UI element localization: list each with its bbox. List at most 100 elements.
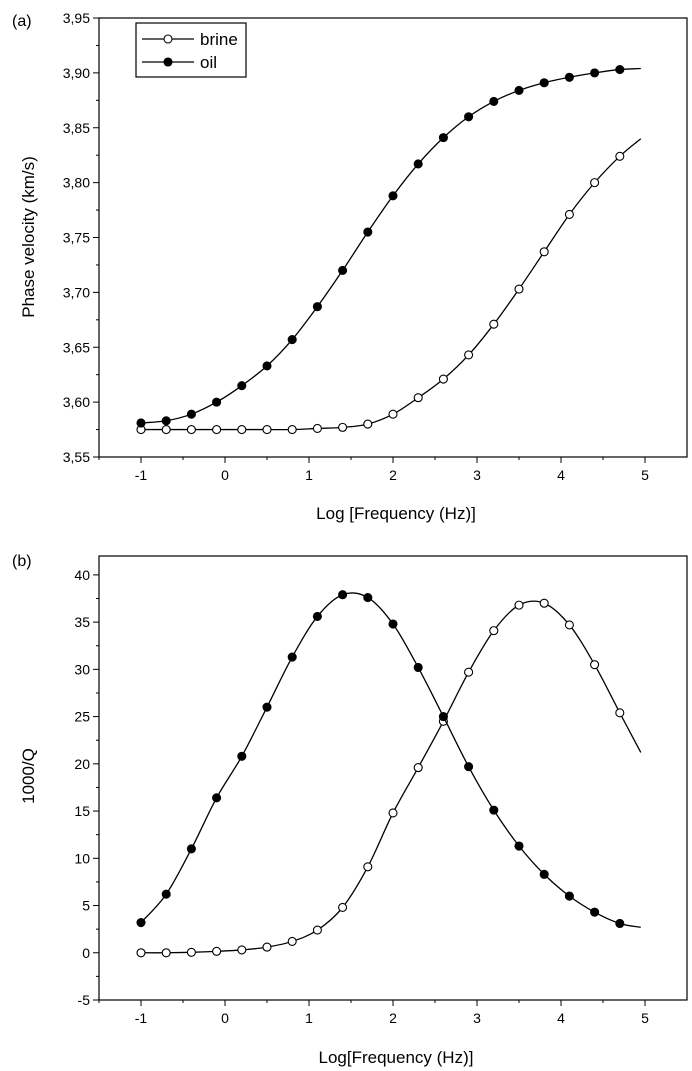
panel-b-y-tick-label: 25 bbox=[74, 709, 90, 725]
panel-b-brine-point bbox=[312, 925, 322, 935]
panel-a-oil-point bbox=[212, 397, 222, 407]
panel-a-brine-curve bbox=[140, 138, 642, 431]
panel-b-x-tick-label: 3 bbox=[473, 1010, 481, 1026]
panel-a-oil-point bbox=[413, 159, 423, 169]
panel-b-brine-point bbox=[287, 936, 297, 946]
panel-b-brine-point bbox=[262, 942, 272, 952]
panel-a-oil-point bbox=[237, 381, 247, 391]
panel-b-x-tick-label: 5 bbox=[641, 1010, 649, 1026]
panel-b-oil-point bbox=[388, 619, 398, 629]
panel-b-brine-point bbox=[489, 626, 499, 636]
panel-a-oil-point bbox=[438, 133, 448, 143]
panel-a-oil-point bbox=[287, 335, 297, 345]
panel-b-oil-point bbox=[464, 762, 474, 772]
panel-b-label: (b) bbox=[12, 553, 32, 570]
panel-a-oil-point bbox=[590, 68, 600, 78]
panel-b-oil-point bbox=[262, 702, 272, 712]
panel-a-oil-point bbox=[161, 416, 171, 426]
panel-a-velocity: (a) Log [Frequency (Hz)] Phase velocity … bbox=[12, 10, 688, 523]
panel-a-plot-frame bbox=[98, 17, 688, 458]
panel-b-attenuation: (b) Log[Frequency (Hz)] 1000/Q -1 0 1 2 3 4 5 -… bbox=[12, 553, 688, 1067]
panel-b-y-tick-label: 35 bbox=[74, 614, 90, 630]
panel-a-brine-point bbox=[464, 350, 474, 360]
panel-b-y-tick-label: 15 bbox=[74, 803, 90, 819]
panel-a-x-tick-label: 2 bbox=[389, 467, 397, 483]
panel-b-oil-curve bbox=[140, 592, 641, 928]
panel-a-brine-point bbox=[438, 374, 448, 384]
legend-box bbox=[135, 22, 247, 78]
panel-b-x-tick-label: -1 bbox=[135, 1010, 148, 1026]
panel-a-brine-point bbox=[514, 284, 524, 294]
panel-b-brine-point bbox=[514, 600, 524, 610]
panel-a-oil-point bbox=[489, 96, 499, 106]
panel-a-brine-point bbox=[363, 419, 373, 429]
panel-a-brine-point bbox=[312, 423, 322, 434]
panel-b-brine-point bbox=[363, 862, 373, 872]
panel-b-brine-point bbox=[464, 667, 474, 677]
panel-b-brine-point bbox=[539, 598, 549, 608]
panel-b-brine-point bbox=[161, 948, 171, 958]
panel-b-oil-point bbox=[590, 907, 600, 917]
panel-b-brine-point bbox=[590, 660, 600, 670]
panel-a-x-tick-label: 5 bbox=[641, 467, 649, 483]
panel-b-brine-point bbox=[212, 946, 222, 956]
panel-a-brine-point bbox=[590, 178, 600, 188]
panel-a-oil-point bbox=[262, 361, 272, 371]
panel-b-oil-point bbox=[363, 593, 373, 603]
panel-b-oil-point bbox=[161, 889, 171, 899]
panel-b-oil-point bbox=[186, 844, 196, 854]
panel-b-oil-point bbox=[312, 611, 322, 622]
panel-b-x-tick-label: 4 bbox=[557, 1010, 565, 1026]
panel-a-y-tick-label: 3,60 bbox=[63, 394, 90, 410]
panel-b-oil-point bbox=[489, 805, 499, 815]
panel-b-brine-point bbox=[615, 708, 625, 718]
panel-a-brine-point bbox=[564, 209, 574, 220]
panel-a-oil-point bbox=[564, 72, 574, 82]
panel-a-oil-point bbox=[136, 418, 146, 428]
panel-a-oil-point bbox=[615, 65, 625, 75]
panel-a-x-tick-label: -1 bbox=[135, 467, 148, 483]
panel-a-oil-point bbox=[338, 265, 348, 275]
panel-b-brine-point bbox=[186, 947, 196, 957]
panel-b-oil-point bbox=[237, 751, 247, 761]
panel-b-x-tick-label: 0 bbox=[221, 1010, 229, 1026]
panel-b-oil-point bbox=[136, 917, 146, 928]
panel-b-oil-point bbox=[564, 891, 574, 901]
panel-b-oil-point bbox=[212, 793, 222, 803]
panel-a-brine-point bbox=[186, 425, 196, 435]
panel-a-brine-point bbox=[212, 425, 222, 435]
legend-brine-marker bbox=[163, 34, 173, 44]
panel-a-oil-point bbox=[464, 112, 474, 122]
panel-b-y-tick-label: 0 bbox=[82, 945, 90, 961]
panel-a-oil-point bbox=[186, 409, 196, 419]
panel-b-brine-point bbox=[413, 763, 423, 773]
panel-a-oil-point bbox=[363, 227, 373, 237]
panel-b-y-tick-label: 20 bbox=[74, 756, 90, 772]
panel-a-y-axis-label: Phase velocity (km/s) bbox=[19, 156, 38, 318]
panel-a-y-tick-label: 3,55 bbox=[63, 449, 90, 465]
panel-a-brine-point bbox=[615, 151, 625, 161]
legend-oil-label: oil bbox=[200, 53, 217, 72]
panel-b-brine-point bbox=[388, 808, 398, 818]
panel-a-x-tick-label: 1 bbox=[305, 467, 313, 483]
panel-b-oil-point bbox=[413, 662, 423, 673]
panel-a-oil-point bbox=[539, 78, 549, 88]
panel-a-x-axis-label: Log [Frequency (Hz)] bbox=[316, 504, 476, 523]
panel-a-label: (a) bbox=[12, 13, 32, 30]
panel-b-brine-point bbox=[338, 902, 348, 912]
panel-a-y-tick-label: 3,65 bbox=[63, 339, 90, 355]
panel-b-brine-point bbox=[237, 945, 247, 955]
panel-b-y-tick-label: 40 bbox=[74, 567, 90, 583]
panel-a-oil-point bbox=[312, 302, 322, 312]
panel-a-y-tick-label: 3,80 bbox=[63, 175, 90, 191]
panel-b-x-axis-label: Log[Frequency (Hz)] bbox=[319, 1048, 474, 1067]
panel-a-y-tick-label: 3,70 bbox=[63, 284, 90, 300]
panel-b-x-tick-label: 2 bbox=[389, 1010, 397, 1026]
panel-a-brine-point bbox=[489, 319, 499, 329]
panel-a-y-tick-label: 3,95 bbox=[63, 10, 90, 26]
panel-b-brine-point bbox=[564, 620, 574, 630]
panel-b-oil-point bbox=[514, 841, 524, 851]
panel-a-brine-point bbox=[287, 425, 297, 435]
panel-b-brine-curve bbox=[140, 600, 642, 954]
panel-b-oil-point bbox=[539, 869, 549, 879]
